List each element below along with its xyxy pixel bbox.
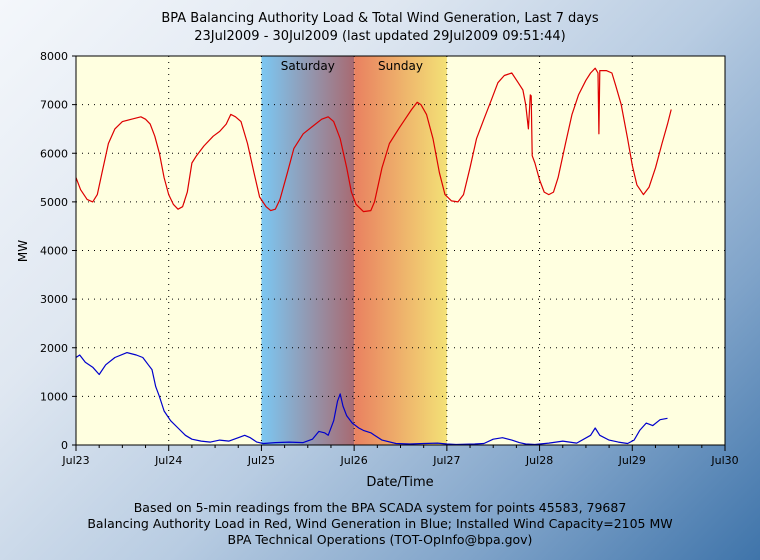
series-line-wind-generation (76, 352, 668, 445)
y-tick-label: 6000 (40, 147, 68, 160)
x-axis-label: Date/Time (366, 475, 433, 490)
footer-line-2: Balancing Authority Load in Red, Wind Ge… (87, 516, 673, 531)
y-tick-label: 1000 (40, 390, 68, 403)
y-tick-label: 8000 (40, 50, 68, 63)
footer-line-3: BPA Technical Operations (TOT-OpInfo@bpa… (227, 532, 533, 547)
y-tick-label: 3000 (40, 293, 68, 306)
x-tick-label: Jul23 (61, 454, 89, 467)
chart-subtitle: 23Jul2009 - 30Jul2009 (last updated 29Ju… (194, 29, 566, 44)
x-tick-label: Jul28 (525, 454, 553, 467)
x-tick-label: Jul25 (247, 454, 275, 467)
y-tick-label: 0 (61, 439, 68, 452)
footer-line-1: Based on 5-min readings from the BPA SCA… (133, 500, 627, 515)
x-tick-label: Jul24 (154, 454, 182, 467)
x-tick-label: Jul26 (340, 454, 368, 467)
y-tick-label: 7000 (40, 99, 68, 112)
weekend-band-saturday (261, 56, 355, 445)
chart-title: BPA Balancing Authority Load & Total Win… (161, 11, 599, 26)
x-tick-label: Jul30 (710, 454, 738, 467)
weekend-band-label: Saturday (281, 59, 335, 73)
y-tick-label: 4000 (40, 245, 68, 258)
series-line-balancing-authority-load (76, 67, 672, 213)
y-tick-label: 5000 (40, 196, 68, 209)
x-tick-label: Jul29 (618, 454, 646, 467)
weekend-band-label: Sunday (378, 59, 423, 73)
y-tick-label: 2000 (40, 342, 68, 355)
y-axis-label: MW (16, 240, 30, 262)
x-tick-label: Jul27 (432, 454, 460, 467)
